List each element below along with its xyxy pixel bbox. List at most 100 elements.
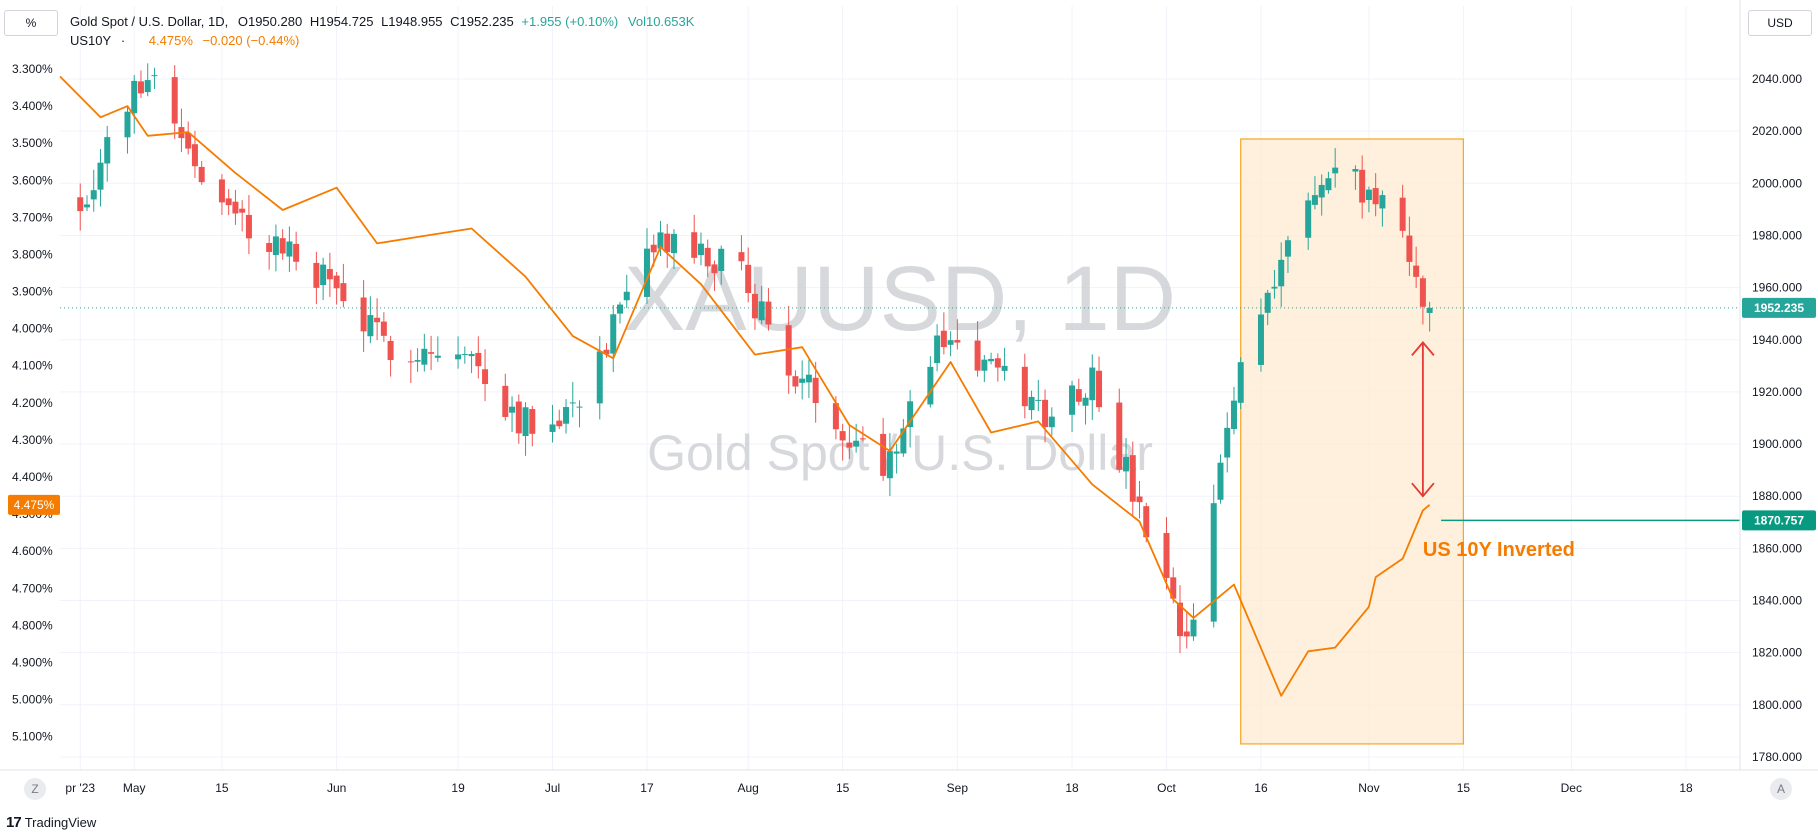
double-arrow-head-up (1411, 340, 1435, 356)
candle-body (191, 144, 198, 167)
candle-body (428, 352, 435, 354)
candle-body (1237, 362, 1244, 403)
candle-body (502, 385, 509, 417)
candle-body (832, 403, 839, 430)
candle-body (137, 81, 144, 94)
price-tick-label: 1820.000 (1752, 646, 1802, 660)
high-value: H1954.725 (309, 14, 374, 29)
candle-body (839, 431, 846, 441)
candle-body (947, 340, 954, 345)
percent-scale-button[interactable]: % (4, 10, 58, 36)
candle-body (1042, 399, 1049, 428)
candle-body (853, 440, 860, 447)
symbol-title[interactable]: Gold Spot / U.S. Dollar, 1D, (70, 14, 229, 29)
candle-body (245, 214, 252, 239)
candle-body (279, 238, 286, 254)
candle-body (367, 315, 374, 337)
date-tick-label: Dec (1561, 781, 1582, 795)
candle-body (812, 377, 819, 404)
yield-tick-label: 4.600% (12, 544, 53, 558)
date-tick-label: pr '23 (65, 781, 95, 795)
candle-body (1069, 385, 1076, 415)
candle-body (461, 354, 468, 356)
candle-body (704, 247, 711, 267)
candle-body (1075, 389, 1082, 402)
candle-body (738, 252, 745, 262)
candle-body (711, 264, 718, 274)
candle-body (468, 353, 475, 357)
candle-body (1230, 400, 1237, 430)
low-value: L1948.955 (381, 14, 443, 29)
open-value: O1950.280 (237, 14, 303, 29)
candle-body (90, 190, 97, 200)
candle-body (1399, 197, 1406, 231)
date-tick-label: 18 (1679, 781, 1693, 795)
candle-body (434, 355, 441, 358)
candle-body (569, 402, 576, 404)
candle-body (657, 232, 664, 249)
candle-body (549, 424, 556, 432)
yield-tick-label: 4.700% (12, 581, 53, 595)
candle-body (994, 358, 1001, 368)
candle-body (1311, 195, 1318, 205)
candle-body (751, 293, 758, 319)
candle-body (218, 179, 225, 203)
candle-body (765, 301, 772, 325)
candle-body (1116, 402, 1123, 470)
candle-body (1332, 167, 1339, 174)
candle-body (846, 442, 853, 448)
double-arrow-head-down (1411, 482, 1435, 498)
candle-body (104, 137, 111, 164)
overlay-dot: · (120, 33, 126, 48)
tradingview-logo[interactable]: 17 TradingView (6, 814, 96, 831)
candle-body (907, 401, 914, 428)
candle-body (475, 352, 482, 367)
price-tick-label: 2040.000 (1752, 72, 1802, 86)
yield-tick-label: 3.400% (12, 99, 53, 113)
candle-body (1284, 240, 1291, 257)
currency-scale-button[interactable]: USD (1748, 10, 1812, 36)
candle-body (239, 208, 246, 213)
date-tick-label: Aug (738, 781, 759, 795)
date-tick-label: Nov (1358, 781, 1379, 795)
change-value: +1.955 (+0.10%) (521, 14, 619, 29)
candle-body (1089, 367, 1096, 401)
candle-body (1379, 195, 1386, 209)
overlay-name[interactable]: US10Y (70, 33, 112, 48)
price-tick-label: 1980.000 (1752, 228, 1802, 242)
candle-body (77, 197, 84, 212)
candle-body (697, 243, 704, 256)
candle-body (522, 407, 529, 436)
yield-tick-label: 3.900% (12, 285, 53, 299)
candle-body (171, 77, 178, 124)
candle-body (1001, 365, 1008, 371)
candle-body (482, 369, 489, 384)
candle-body (859, 438, 866, 440)
candle-body (529, 409, 536, 434)
yield-tick-label: 3.300% (12, 62, 53, 76)
candle-body (83, 204, 90, 208)
candle-body (974, 340, 981, 371)
candle-body (1028, 396, 1035, 411)
candle-body (563, 407, 570, 424)
auto-scale-button[interactable]: A (1770, 778, 1792, 800)
price-tick-label: 1860.000 (1752, 541, 1802, 555)
candle-body (185, 132, 192, 149)
candle-body (266, 243, 273, 252)
candle-body (320, 264, 327, 285)
candles (77, 63, 1433, 654)
volume-value: Vol10.653K (627, 14, 695, 29)
candle-body (1183, 631, 1190, 637)
highlight-box[interactable] (1240, 138, 1464, 745)
price-tick-label: 1880.000 (1752, 489, 1802, 503)
current-yield-tag (8, 494, 60, 515)
us10y-series (59, 75, 1431, 697)
candle-body (805, 374, 812, 383)
date-tick-label: Sep (947, 781, 969, 795)
zoom-reset-button[interactable]: Z (24, 778, 46, 800)
candle-body (144, 80, 151, 93)
candle-body (1419, 278, 1426, 307)
overlay-change: −0.020 (−0.44%) (202, 33, 300, 48)
